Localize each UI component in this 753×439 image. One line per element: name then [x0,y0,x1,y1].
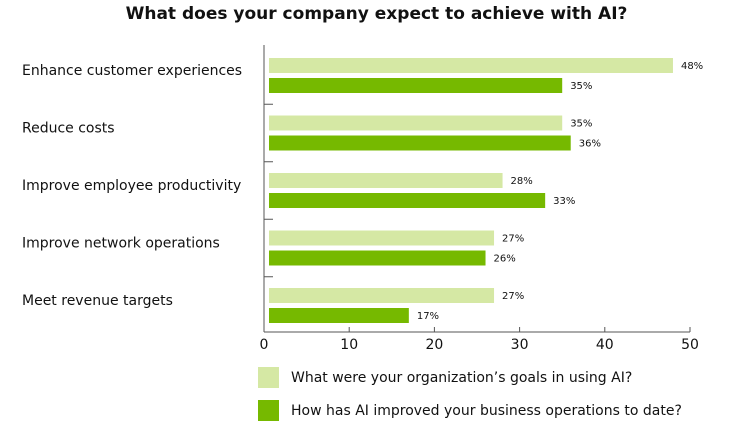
category-label: Enhance customer experiences [22,63,242,79]
data-label: 33% [553,196,575,207]
bar-improved [269,193,546,208]
bar-improved [269,250,486,266]
category-label: Reduce costs [22,121,115,137]
legend-item-improved: How has AI improved your business operat… [258,400,682,421]
legend-label-goals: What were your organization’s goals in u… [291,369,633,386]
data-label: 36% [579,139,601,150]
data-label: 28% [511,176,533,187]
bar-goals [269,288,495,303]
data-label: 35% [570,81,592,92]
legend-swatch-improved [258,400,279,421]
bar-improved [269,135,571,151]
x-tick-label: 40 [596,337,614,353]
data-label: 48% [681,61,703,72]
x-tick-label: 30 [511,337,529,353]
data-label: 27% [502,291,524,302]
legend-label-improved: How has AI improved your business operat… [291,402,682,419]
bar-improved [269,308,409,323]
category-label: Improve employee productivity [22,178,241,194]
bar-chart: Enhance customer experiences Reduce costs… [22,45,703,353]
bar-goals [269,173,503,188]
x-tick-label: 10 [340,337,358,353]
data-label: 35% [570,119,592,130]
legend-swatch-goals [258,367,279,388]
category-label: Improve network operations [22,236,220,252]
bar-goals [269,230,495,246]
x-tick-label: 20 [425,337,443,353]
bar-goals [269,58,673,73]
chart-title: What does your company expect to achieve… [125,4,628,24]
category-label: Meet revenue targets [22,293,173,309]
bar-goals [269,115,563,131]
data-label: 27% [502,234,524,245]
legend-item-goals: What were your organization’s goals in u… [258,367,632,388]
bar-improved [269,78,563,93]
data-label: 26% [494,254,516,265]
x-tick-label: 0 [260,337,269,353]
data-label: 17% [417,311,439,322]
x-tick-label: 50 [681,337,699,353]
